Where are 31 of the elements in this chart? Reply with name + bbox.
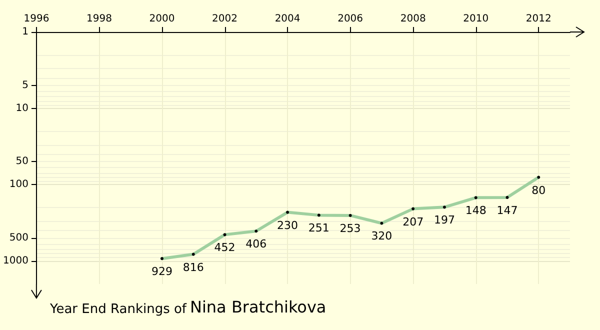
- y-tick-label: 1: [22, 26, 28, 38]
- data-label: 253: [340, 222, 361, 235]
- y-tick-label: 50: [16, 156, 28, 168]
- text: Nina Bratchikova: [190, 298, 326, 316]
- data-label: 230: [277, 218, 298, 232]
- y-tick-label: 100: [9, 179, 28, 190]
- data-label: 207: [402, 215, 424, 228]
- data-label: 406: [246, 238, 267, 251]
- x-tick-label: 2006: [338, 14, 364, 24]
- data-label: 452: [214, 241, 236, 254]
- data-label: 816: [182, 260, 204, 274]
- data-label: 147: [496, 204, 518, 217]
- data-label: 929: [151, 265, 172, 278]
- y-tick-label: 5: [22, 80, 28, 91]
- x-tick-label: 2002: [212, 14, 238, 24]
- x-tick-label: 1998: [86, 14, 112, 24]
- data-label: 148: [465, 204, 486, 218]
- data-label: 197: [434, 214, 455, 227]
- x-tick-label: 2004: [274, 14, 300, 24]
- x-tick-label: 2012: [526, 14, 552, 24]
- text: Year End Rankings of: [49, 302, 187, 317]
- data-label: 80: [532, 184, 546, 197]
- data-label: 320: [371, 230, 392, 243]
- data-label: 251: [308, 222, 330, 235]
- x-tick-label: 2010: [463, 14, 489, 24]
- x-tick-label: 2008: [400, 14, 426, 24]
- x-tick-label: 2000: [149, 14, 175, 24]
- y-tick-label: 10: [16, 102, 28, 114]
- y-tick-label: 1000: [2, 256, 28, 267]
- x-tick-label: 1996: [24, 14, 50, 24]
- y-tick-label: 500: [9, 232, 28, 244]
